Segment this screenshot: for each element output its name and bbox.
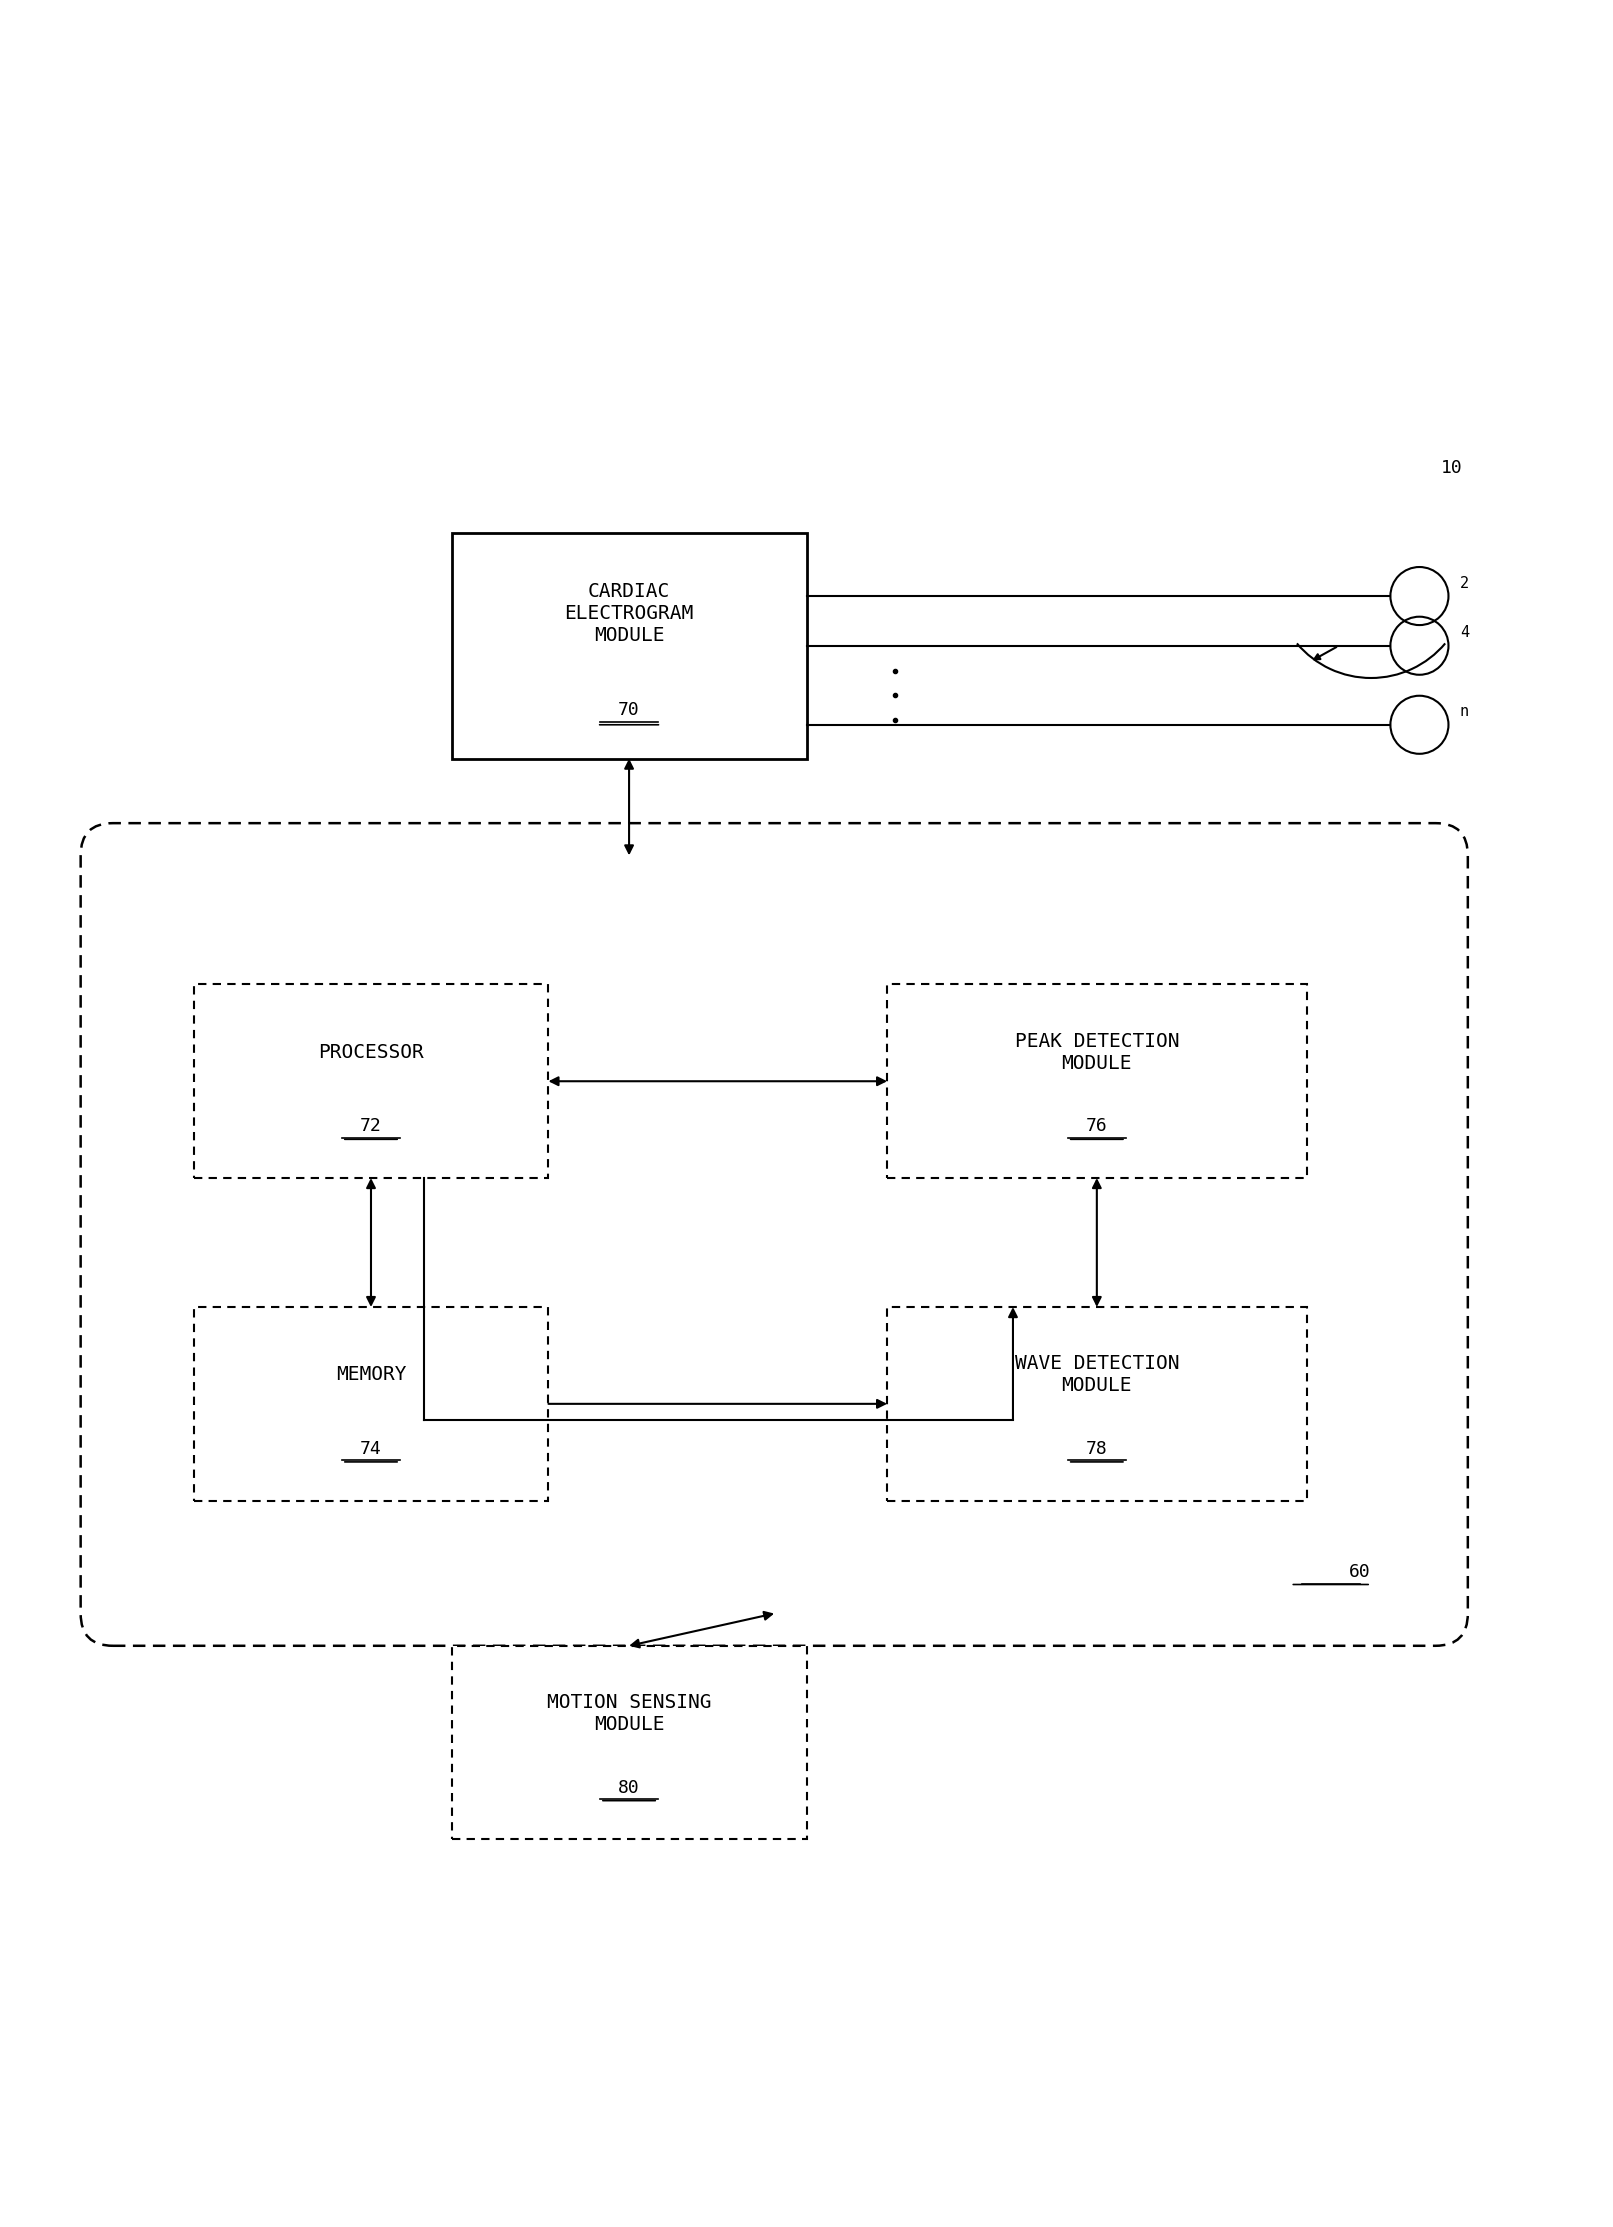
FancyBboxPatch shape — [887, 984, 1307, 1178]
Text: n: n — [1460, 704, 1469, 719]
Text: 4: 4 — [1460, 626, 1469, 641]
FancyBboxPatch shape — [887, 1307, 1307, 1501]
FancyBboxPatch shape — [452, 532, 806, 759]
Text: 76: 76 — [1086, 1118, 1108, 1136]
Text: 78: 78 — [1086, 1441, 1108, 1459]
FancyBboxPatch shape — [194, 1307, 548, 1501]
Text: CARDIAC
ELECTROGRAM
MODULE: CARDIAC ELECTROGRAM MODULE — [565, 581, 694, 646]
Text: 80: 80 — [618, 1779, 640, 1797]
FancyBboxPatch shape — [81, 824, 1468, 1646]
Text: MEMORY: MEMORY — [336, 1365, 406, 1385]
Text: 60: 60 — [1350, 1563, 1371, 1581]
Text: WAVE DETECTION
MODULE: WAVE DETECTION MODULE — [1015, 1354, 1179, 1396]
Text: MOTION SENSING
MODULE: MOTION SENSING MODULE — [547, 1693, 711, 1735]
Text: 2: 2 — [1460, 575, 1469, 590]
Text: 72: 72 — [360, 1118, 382, 1136]
Text: 10: 10 — [1440, 459, 1463, 477]
FancyBboxPatch shape — [194, 984, 548, 1178]
FancyBboxPatch shape — [452, 1646, 806, 1840]
Text: PEAK DETECTION
MODULE: PEAK DETECTION MODULE — [1015, 1031, 1179, 1073]
Text: 74: 74 — [360, 1441, 382, 1459]
Text: 70: 70 — [618, 702, 640, 719]
Text: PROCESSOR: PROCESSOR — [318, 1042, 424, 1062]
